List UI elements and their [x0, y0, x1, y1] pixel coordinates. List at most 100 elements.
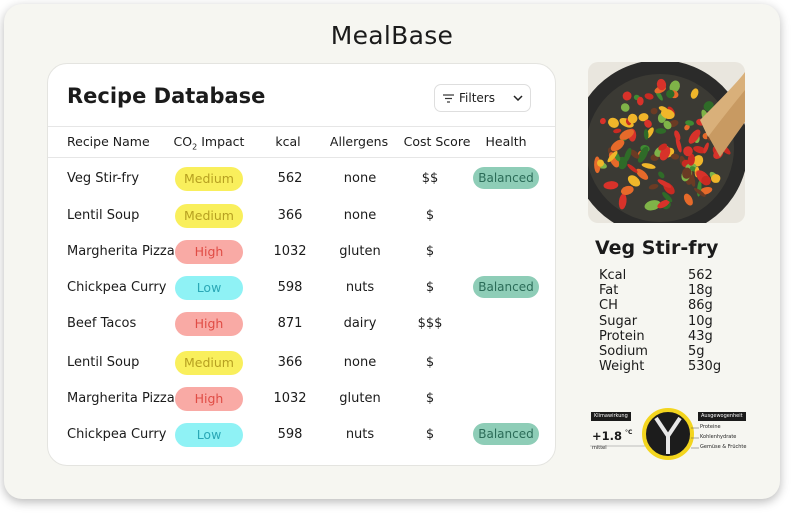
co2-suffix: Impact — [197, 134, 245, 149]
recipe-name: Chickpea Curry — [67, 427, 167, 442]
allergens-value: none — [343, 171, 377, 186]
cost-score: $$$ — [417, 316, 443, 331]
recipe-name: Lentil Soup — [67, 208, 140, 223]
recipe-name: Chickpea Curry — [67, 280, 167, 295]
nutrition-label: Kcal — [599, 268, 627, 283]
column-header-health[interactable]: Health — [485, 134, 527, 149]
nutrition-value: 43g — [688, 328, 713, 344]
climate-label: Klimawirkung — [591, 412, 631, 421]
balance-item-vegetables: Gemüse & Früchte — [700, 444, 747, 450]
kcal-value: 562 — [277, 171, 303, 186]
climate-unit: °C — [625, 429, 633, 436]
cost-score: $ — [425, 244, 435, 259]
nutrition-label: Weight — [599, 359, 645, 375]
nutrition-label: Sodium — [599, 344, 648, 360]
health-badge: Balanced — [473, 276, 539, 298]
nutrition-row: Kcal 562 — [599, 268, 721, 283]
filter-icon — [443, 93, 454, 103]
co2-label: CO — [173, 134, 193, 149]
table-row[interactable]: Margherita Pizza High 1032 gluten $ — [48, 387, 555, 411]
filters-label: Filters — [459, 91, 495, 105]
kcal-value: 1032 — [273, 391, 307, 406]
co2-impact-pill: High — [175, 312, 243, 336]
kcal-value: 598 — [277, 427, 303, 442]
co2-impact-pill: Low — [175, 276, 243, 300]
climate-value-wrap: +1.8 °C — [592, 429, 632, 443]
nutrition-label: Protein — [599, 328, 645, 344]
nutrition-label: CH — [599, 298, 618, 314]
kcal-value: 871 — [277, 316, 303, 331]
climate-sub: mittel — [592, 445, 607, 451]
allergens-value: none — [343, 208, 377, 223]
table-row[interactable]: Lentil Soup Medium 366 none $ — [48, 351, 555, 375]
filters-button[interactable]: Filters — [434, 84, 531, 112]
table-row[interactable]: Margherita Pizza High 1032 gluten $ — [48, 240, 555, 264]
climate-value: +1.8 — [592, 429, 623, 443]
allergens-value: none — [343, 355, 377, 370]
kcal-value: 598 — [277, 280, 303, 295]
allergens-value: nuts — [345, 427, 375, 442]
nutrition-label: Fat — [599, 283, 619, 299]
co2-impact-pill: High — [175, 240, 243, 264]
recipe-photo — [588, 62, 745, 223]
cost-score: $ — [425, 208, 435, 223]
table-row[interactable]: Veg Stir-fry Medium 562 none $$ Balanced — [48, 167, 555, 191]
nutrition-row: CH 86g — [599, 298, 721, 313]
nutrition-row: Sodium 5g — [599, 344, 721, 359]
nutrition-label: Sugar — [599, 313, 638, 329]
nutrition-row: Fat 18g — [599, 283, 721, 298]
recipe-detail-name: Veg Stir-fry — [595, 237, 719, 259]
table-header: Recipe Name CO2 Impact kcal Allergens Co… — [48, 126, 555, 158]
recipe-name: Margherita Pizza — [67, 391, 175, 406]
co2-impact-pill: Medium — [175, 204, 243, 228]
balance-item-carbs: Kohlenhydrate — [700, 434, 737, 440]
table-row[interactable]: Chickpea Curry Low 598 nuts $ Balanced — [48, 423, 555, 447]
table-row[interactable]: Beef Tacos High 871 dairy $$$ — [48, 312, 555, 336]
balance-item-proteins: Proteine — [700, 424, 721, 430]
nutrition-value: 562 — [688, 268, 713, 283]
co2-impact-pill: Low — [175, 423, 243, 447]
co2-subscript: 2 — [192, 142, 198, 152]
recipe-name: Lentil Soup — [67, 355, 140, 370]
nutrition-value: 530g — [688, 359, 722, 375]
nutrition-table: Kcal 562 Fat 18g CH 86g Sugar 10g Protein 43g Sodi… — [599, 268, 721, 374]
table-row[interactable]: Lentil Soup Medium 366 none $ — [48, 204, 555, 228]
column-header-co2[interactable]: CO2 Impact — [174, 134, 245, 152]
allergens-value: nuts — [345, 280, 375, 295]
recipe-database-card: Recipe Database Filters Recipe Name CO2 … — [47, 63, 556, 466]
co2-impact-pill: Medium — [175, 167, 243, 191]
chevron-down-icon — [513, 95, 523, 101]
nutrition-row: Protein 43g — [599, 329, 721, 344]
co2-impact-pill: High — [175, 387, 243, 411]
table-row[interactable]: Chickpea Curry Low 598 nuts $ Balanced — [48, 276, 555, 300]
recipe-name: Beef Tacos — [67, 316, 137, 331]
nutrition-value: 18g — [688, 283, 713, 299]
cost-score: $ — [425, 280, 435, 295]
database-title: Recipe Database — [67, 84, 266, 108]
allergens-value: gluten — [339, 244, 381, 259]
kcal-value: 366 — [277, 208, 303, 223]
cost-score: $ — [425, 391, 435, 406]
health-badge: Balanced — [473, 167, 539, 189]
allergens-value: dairy — [343, 316, 377, 331]
kcal-value: 366 — [277, 355, 303, 370]
cost-score: $ — [425, 355, 435, 370]
nutrition-row: Weight 530g — [599, 359, 721, 374]
app-title: MealBase — [330, 21, 454, 50]
column-header-cost[interactable]: Cost Score — [403, 134, 471, 149]
column-header-kcal[interactable]: kcal — [275, 134, 301, 149]
app-window: MealBase Recipe Database Filters Recipe … — [4, 4, 780, 499]
nutrition-value: 86g — [688, 298, 713, 314]
recipe-name: Veg Stir-fry — [67, 171, 140, 186]
nutrition-value: 10g — [688, 313, 713, 329]
column-header-name[interactable]: Recipe Name — [67, 134, 150, 149]
nutrition-row: Sugar 10g — [599, 314, 721, 329]
allergens-value: gluten — [339, 391, 381, 406]
recipe-name: Margherita Pizza — [67, 244, 175, 259]
eco-badge: Klimawirkung +1.8 °C mittel Ausgewogenhei… — [589, 406, 749, 466]
balance-label: Ausgewogenheit — [698, 412, 746, 421]
cost-score: $ — [425, 427, 435, 442]
column-header-allergens[interactable]: Allergens — [329, 134, 389, 149]
cost-score: $$ — [421, 171, 439, 186]
co2-impact-pill: Medium — [175, 351, 243, 375]
